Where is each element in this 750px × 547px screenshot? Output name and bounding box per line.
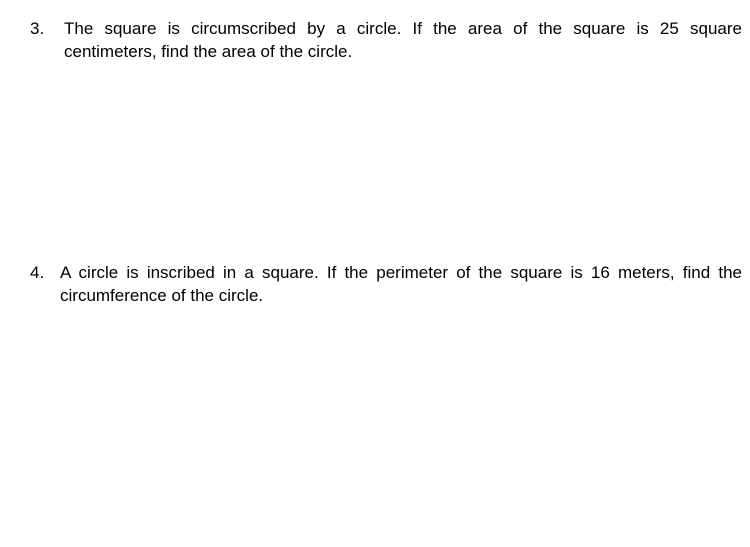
problem-item: 4. A circle is inscribed in a square. If…: [0, 244, 750, 308]
problem-text: A circle is inscribed in a square. If th…: [60, 262, 742, 308]
problem-item: 3. The square is circumscribed by a circ…: [0, 0, 750, 64]
problem-number: 3.: [30, 18, 64, 41]
problem-text: The square is circumscribed by a circle.…: [64, 18, 742, 64]
problem-number: 4.: [30, 262, 60, 285]
